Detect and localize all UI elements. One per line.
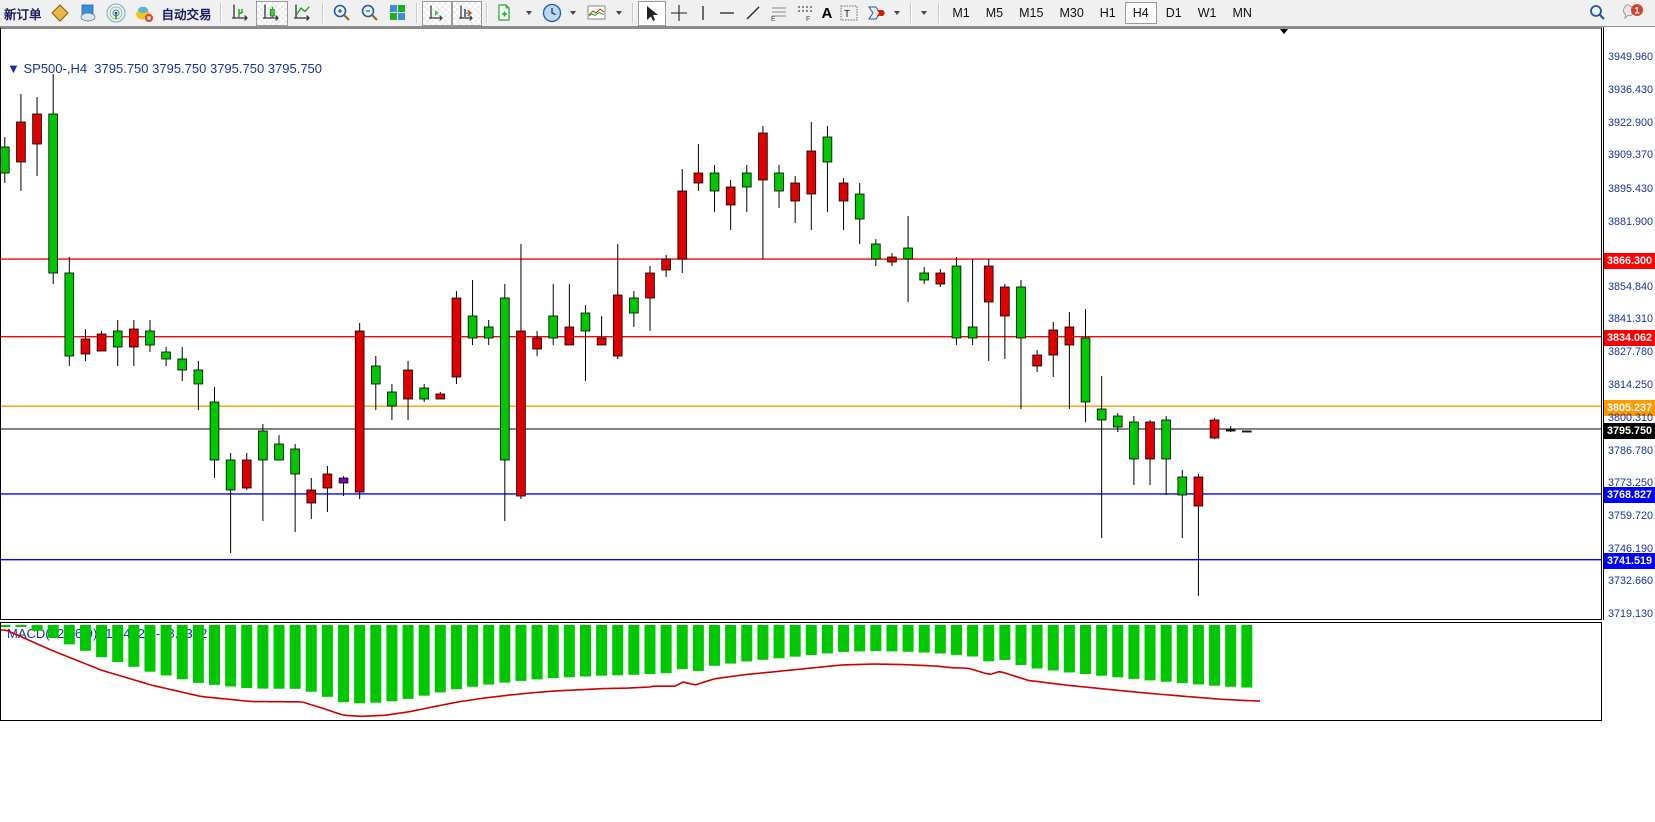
svg-text:T: T [844, 9, 850, 20]
svg-text:F: F [806, 16, 810, 22]
svg-text:E: E [771, 16, 776, 22]
svg-text:1: 1 [1634, 5, 1639, 15]
